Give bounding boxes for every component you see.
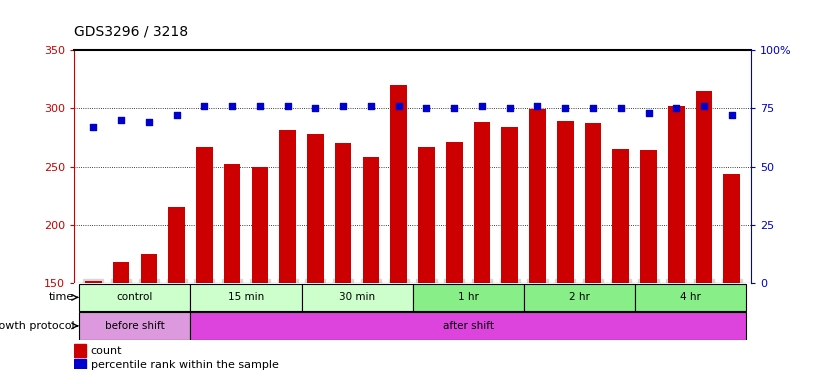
Bar <box>80 284 190 311</box>
Point <box>586 105 599 111</box>
Bar <box>279 131 296 283</box>
Point <box>337 103 350 109</box>
Bar <box>363 157 379 283</box>
Point <box>642 110 655 116</box>
Bar <box>335 143 351 283</box>
Bar <box>668 106 685 283</box>
Point <box>475 103 488 109</box>
Bar <box>695 91 713 283</box>
Text: before shift: before shift <box>105 321 165 331</box>
Bar <box>85 281 102 283</box>
Point <box>254 103 267 109</box>
Bar <box>474 122 490 283</box>
Bar <box>301 284 413 311</box>
Bar <box>585 123 601 283</box>
Text: 4 hr: 4 hr <box>680 292 700 302</box>
Text: after shift: after shift <box>443 321 493 331</box>
Point <box>226 103 239 109</box>
Text: control: control <box>117 292 154 302</box>
Bar <box>640 150 657 283</box>
Bar <box>224 164 241 283</box>
Bar <box>74 359 86 371</box>
Bar <box>418 147 435 283</box>
Bar <box>524 284 635 311</box>
Bar <box>80 312 190 339</box>
Point <box>558 105 571 111</box>
Point <box>198 103 211 109</box>
Bar <box>390 85 407 283</box>
Text: 30 min: 30 min <box>339 292 375 302</box>
Bar <box>190 312 745 339</box>
Bar <box>635 284 745 311</box>
Bar <box>190 284 301 311</box>
Point <box>365 103 378 109</box>
Point <box>309 105 322 111</box>
Text: 15 min: 15 min <box>228 292 264 302</box>
Bar <box>723 174 740 283</box>
Bar <box>446 142 462 283</box>
Point <box>114 117 127 123</box>
Text: growth protocol: growth protocol <box>0 321 75 331</box>
Text: percentile rank within the sample: percentile rank within the sample <box>91 360 278 370</box>
Point <box>170 112 183 118</box>
Bar <box>251 167 268 283</box>
Point <box>87 124 100 130</box>
Point <box>531 103 544 109</box>
Text: 2 hr: 2 hr <box>569 292 589 302</box>
Bar <box>140 254 157 283</box>
Point <box>420 105 433 111</box>
Bar <box>307 134 323 283</box>
Bar <box>74 344 86 357</box>
Text: time: time <box>49 292 75 302</box>
Point <box>142 119 155 125</box>
Text: 1 hr: 1 hr <box>457 292 479 302</box>
Point <box>281 103 294 109</box>
Bar <box>502 127 518 283</box>
Bar <box>168 207 185 283</box>
Bar <box>612 149 629 283</box>
Text: count: count <box>91 346 122 356</box>
Point <box>670 105 683 111</box>
Point <box>392 103 406 109</box>
Bar <box>530 109 546 283</box>
Point <box>725 112 738 118</box>
Point <box>447 105 461 111</box>
Point <box>614 105 627 111</box>
Bar <box>413 284 524 311</box>
Point <box>698 103 711 109</box>
Bar <box>112 262 130 283</box>
Text: GDS3296 / 3218: GDS3296 / 3218 <box>74 25 188 38</box>
Point <box>503 105 516 111</box>
Bar <box>196 147 213 283</box>
Bar <box>557 121 574 283</box>
